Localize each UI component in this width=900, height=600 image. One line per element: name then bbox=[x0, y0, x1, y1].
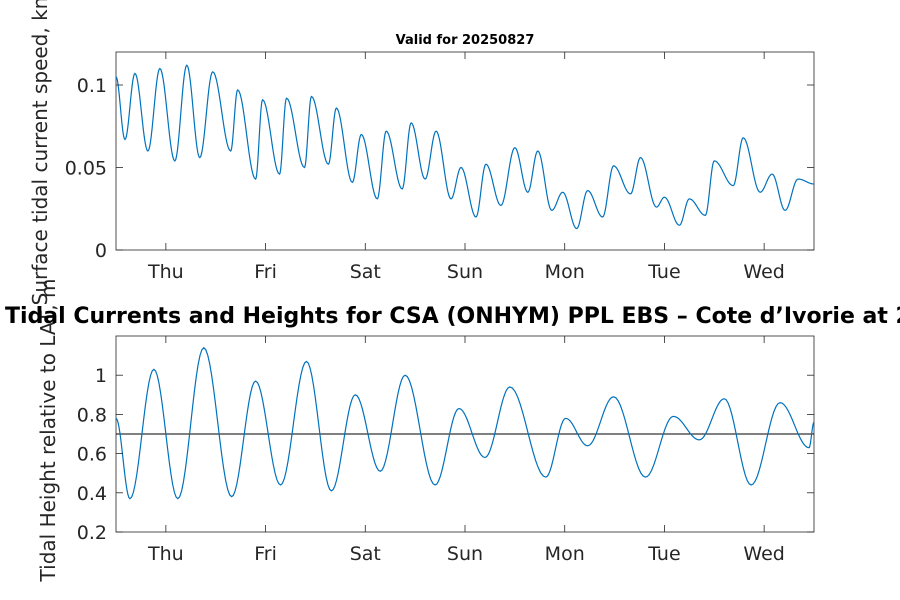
tidal-height-series-line bbox=[115, 346, 815, 500]
current-speed-y-axis-label: Surface tidal current speed, kn bbox=[28, 0, 52, 305]
current-speed-axes-box bbox=[115, 51, 815, 251]
x-tick-label: Mon bbox=[545, 543, 585, 565]
tidal-height-panel: 0.2 0.4 0.6 0.8 1 Thu Fri Sat Sun Mon Tue Wed Tidal… bbox=[36, 279, 815, 583]
x-tick-label: Thu bbox=[147, 543, 184, 565]
x-tick-label: Fri bbox=[254, 261, 277, 283]
current-speed-series-line bbox=[115, 64, 815, 230]
x-tick-label: Sun bbox=[447, 543, 483, 565]
x-tick-label: Thu bbox=[147, 261, 184, 283]
tidal-height-y-axis-label: Tidal Height relative to LAT, m bbox=[36, 279, 60, 583]
y-tick-label: 0.4 bbox=[77, 483, 107, 505]
x-tick-label: Sat bbox=[350, 543, 381, 565]
x-tick-label: Sat bbox=[350, 261, 381, 283]
y-tick-label: 0 bbox=[95, 240, 107, 262]
y-tick-label: 1 bbox=[95, 365, 107, 387]
y-tick-label: 0.6 bbox=[77, 444, 107, 466]
figure-main-title: Tidal Currents and Heights for CSA (ONHY… bbox=[5, 304, 900, 329]
x-tick-label: Tue bbox=[647, 261, 680, 283]
y-tick-label: 0.05 bbox=[65, 158, 107, 180]
x-tick-label: Fri bbox=[254, 543, 277, 565]
current-speed-chart-title: Valid for 20250827 bbox=[396, 33, 535, 48]
y-tick-label: 0.2 bbox=[77, 522, 107, 544]
tidal-height-ticks: 0.2 0.4 0.6 0.8 1 Thu Fri Sat Sun Mon Tue Wed bbox=[77, 336, 814, 565]
x-tick-label: Tue bbox=[647, 543, 680, 565]
x-tick-label: Sun bbox=[447, 261, 483, 283]
x-tick-label: Wed bbox=[743, 261, 784, 283]
current-speed-panel: 0 0.05 0.1 Thu Fri Sat Sun Mon Tue Wed Valid for … bbox=[28, 0, 815, 305]
y-tick-label: 0.1 bbox=[77, 75, 107, 97]
x-tick-label: Mon bbox=[545, 261, 585, 283]
y-tick-label: 0.8 bbox=[77, 404, 107, 426]
x-tick-label: Wed bbox=[743, 543, 784, 565]
current-speed-ticks: 0 0.05 0.1 Thu Fri Sat Sun Mon Tue Wed bbox=[65, 52, 814, 283]
